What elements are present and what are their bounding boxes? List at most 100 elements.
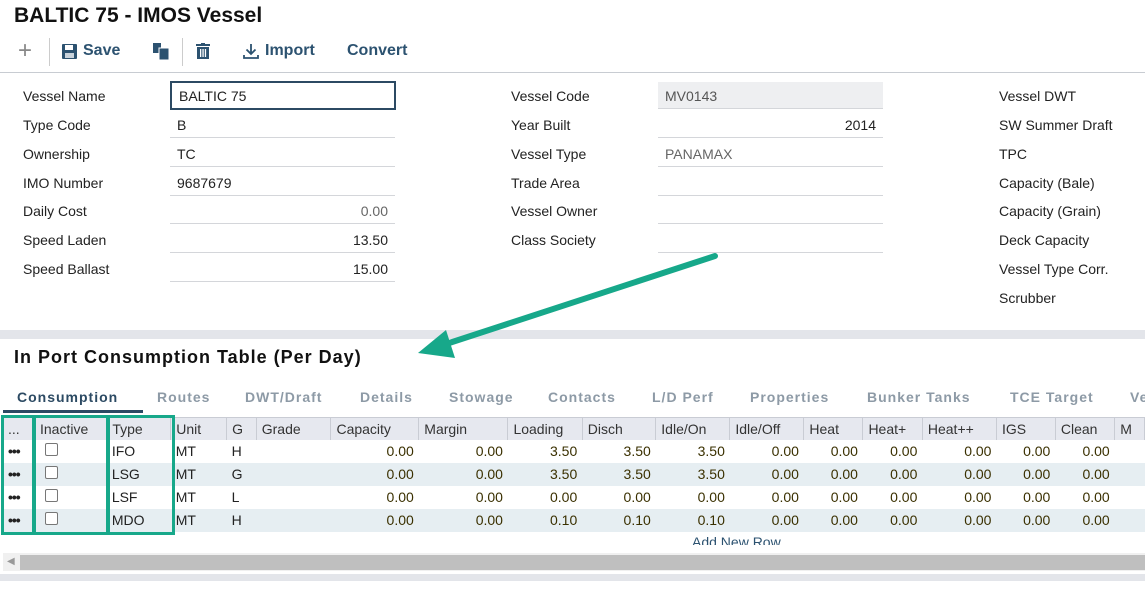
- column-header[interactable]: M: [1114, 417, 1145, 440]
- delete-button[interactable]: [196, 40, 210, 62]
- table-cell[interactable]: 0.00: [729, 508, 804, 532]
- table-cell[interactable]: 0.00: [996, 462, 1056, 486]
- column-header[interactable]: Heat: [803, 417, 864, 440]
- tab-routes[interactable]: Routes: [157, 389, 211, 405]
- row-menu-cell[interactable]: •••: [3, 462, 35, 486]
- tab-ld-perf[interactable]: L/D Perf: [652, 389, 714, 405]
- column-header[interactable]: Loading: [507, 417, 583, 440]
- table-cell[interactable]: 3.50: [507, 462, 583, 486]
- row-menu-cell[interactable]: •••: [3, 508, 35, 532]
- tab-bunker-tanks[interactable]: Bunker Tanks: [867, 389, 971, 405]
- column-header[interactable]: Idle/Off: [729, 417, 805, 440]
- table-row[interactable]: ••• LSF MT L 0.00 0.00 0.00 0.00 0.00 0.00 0.00 0.0…: [3, 486, 1145, 509]
- table-cell[interactable]: [1114, 508, 1145, 532]
- table-cell[interactable]: 0.00: [862, 462, 923, 486]
- row-menu-cell[interactable]: •••: [3, 486, 35, 509]
- table-cell[interactable]: 0.00: [771, 489, 799, 505]
- table-cell[interactable]: 0.00: [549, 489, 578, 505]
- table-cell[interactable]: 3.50: [549, 443, 578, 459]
- more-options-icon[interactable]: •••: [8, 466, 21, 482]
- table-cell[interactable]: 0.00: [922, 508, 997, 532]
- table-cell[interactable]: 0.00: [922, 462, 997, 486]
- add-button[interactable]: +: [18, 37, 32, 64]
- speed-ballast-input[interactable]: 15.00: [170, 255, 395, 282]
- year-built-input[interactable]: 2014: [658, 111, 883, 138]
- table-cell[interactable]: 0.00: [996, 508, 1056, 532]
- table-cell[interactable]: 0.00: [1023, 443, 1051, 459]
- inactive-cell[interactable]: [34, 508, 107, 532]
- table-cell[interactable]: 3.50: [582, 462, 656, 486]
- imo-number-input[interactable]: 9687679: [170, 169, 395, 196]
- table-cell[interactable]: H: [231, 443, 242, 459]
- table-row[interactable]: ••• IFO MT H 0.00 0.00 3.50 3.50 3.50 0.00 0.00 0.0…: [3, 440, 1145, 463]
- tab-consumption[interactable]: Consumption: [17, 389, 119, 405]
- table-cell[interactable]: [1115, 486, 1145, 509]
- vessel-name-input[interactable]: BALTIC 75: [170, 81, 396, 110]
- table-cell[interactable]: H: [226, 508, 257, 532]
- table-cell[interactable]: [1115, 440, 1145, 463]
- table-cell[interactable]: 0.10: [655, 508, 730, 532]
- table-cell[interactable]: MT: [175, 489, 196, 505]
- table-cell[interactable]: 0.00: [1082, 489, 1110, 505]
- table-cell[interactable]: 3.50: [623, 443, 651, 459]
- tab-details[interactable]: Details: [360, 389, 413, 405]
- trade-area-input[interactable]: [658, 169, 883, 196]
- scrollbar-thumb[interactable]: [20, 555, 1145, 570]
- column-header[interactable]: IGS: [996, 417, 1056, 440]
- table-cell[interactable]: 0.00: [475, 489, 503, 505]
- inactive-cell[interactable]: [35, 440, 107, 463]
- tab-properties[interactable]: Properties: [750, 389, 830, 405]
- column-header[interactable]: Unit: [170, 417, 228, 440]
- table-cell[interactable]: 0.00: [830, 489, 858, 505]
- tab-contacts[interactable]: Contacts: [548, 389, 616, 405]
- inactive-checkbox[interactable]: [44, 443, 58, 456]
- table-cell[interactable]: 0.00: [475, 443, 503, 459]
- column-header[interactable]: Margin: [418, 417, 509, 440]
- column-header[interactable]: Clean: [1055, 417, 1116, 440]
- column-header[interactable]: Capacity: [330, 417, 420, 440]
- table-cell[interactable]: MDO: [106, 508, 171, 532]
- column-header[interactable]: Idle/On: [655, 417, 731, 440]
- table-cell[interactable]: 0.00: [890, 443, 918, 459]
- add-new-row-link[interactable]: Add New Row: [692, 534, 781, 545]
- class-society-input[interactable]: [658, 226, 883, 253]
- table-cell[interactable]: MT: [170, 508, 227, 532]
- table-cell[interactable]: 0.00: [418, 508, 508, 532]
- column-header[interactable]: Grade: [256, 417, 332, 440]
- inactive-checkbox[interactable]: [44, 489, 58, 502]
- table-cell[interactable]: 0.00: [1055, 462, 1115, 486]
- table-cell[interactable]: IFO: [111, 443, 136, 459]
- table-cell[interactable]: 0.00: [862, 508, 923, 532]
- table-cell[interactable]: LSF: [111, 489, 138, 505]
- table-cell[interactable]: 0.00: [418, 462, 508, 486]
- table-cell[interactable]: 0.00: [1082, 443, 1110, 459]
- table-cell[interactable]: MT: [175, 443, 196, 459]
- tab-more[interactable]: Ve: [1130, 389, 1145, 405]
- inactive-cell[interactable]: [34, 462, 107, 486]
- table-cell[interactable]: 0.10: [582, 508, 656, 532]
- table-cell[interactable]: 0.00: [330, 508, 419, 532]
- tab-tce-target[interactable]: TCE Target: [1010, 389, 1094, 405]
- copy-button[interactable]: [153, 40, 170, 62]
- column-header[interactable]: Type: [106, 417, 172, 440]
- save-button[interactable]: Save: [62, 40, 120, 62]
- inactive-cell[interactable]: [35, 486, 107, 509]
- table-cell[interactable]: 0.00: [386, 489, 414, 505]
- table-cell[interactable]: 0.00: [964, 443, 992, 459]
- type-code-input[interactable]: B: [170, 111, 395, 138]
- column-header[interactable]: Inactive: [34, 417, 108, 440]
- table-cell[interactable]: [256, 440, 331, 463]
- scroll-left-icon[interactable]: ◀: [7, 556, 15, 567]
- column-header[interactable]: G: [226, 417, 257, 440]
- table-cell[interactable]: 0.10: [507, 508, 583, 532]
- inactive-checkbox[interactable]: [44, 466, 58, 479]
- table-cell[interactable]: [256, 462, 331, 486]
- convert-button[interactable]: Convert: [347, 42, 408, 59]
- column-header[interactable]: Heat++: [922, 417, 997, 440]
- row-menu-cell[interactable]: •••: [3, 440, 35, 463]
- table-cell[interactable]: 0.00: [803, 508, 863, 532]
- table-cell[interactable]: MT: [170, 462, 227, 486]
- table-cell[interactable]: [256, 486, 331, 509]
- more-options-icon[interactable]: •••: [8, 443, 21, 459]
- column-header[interactable]: Disch: [582, 417, 657, 440]
